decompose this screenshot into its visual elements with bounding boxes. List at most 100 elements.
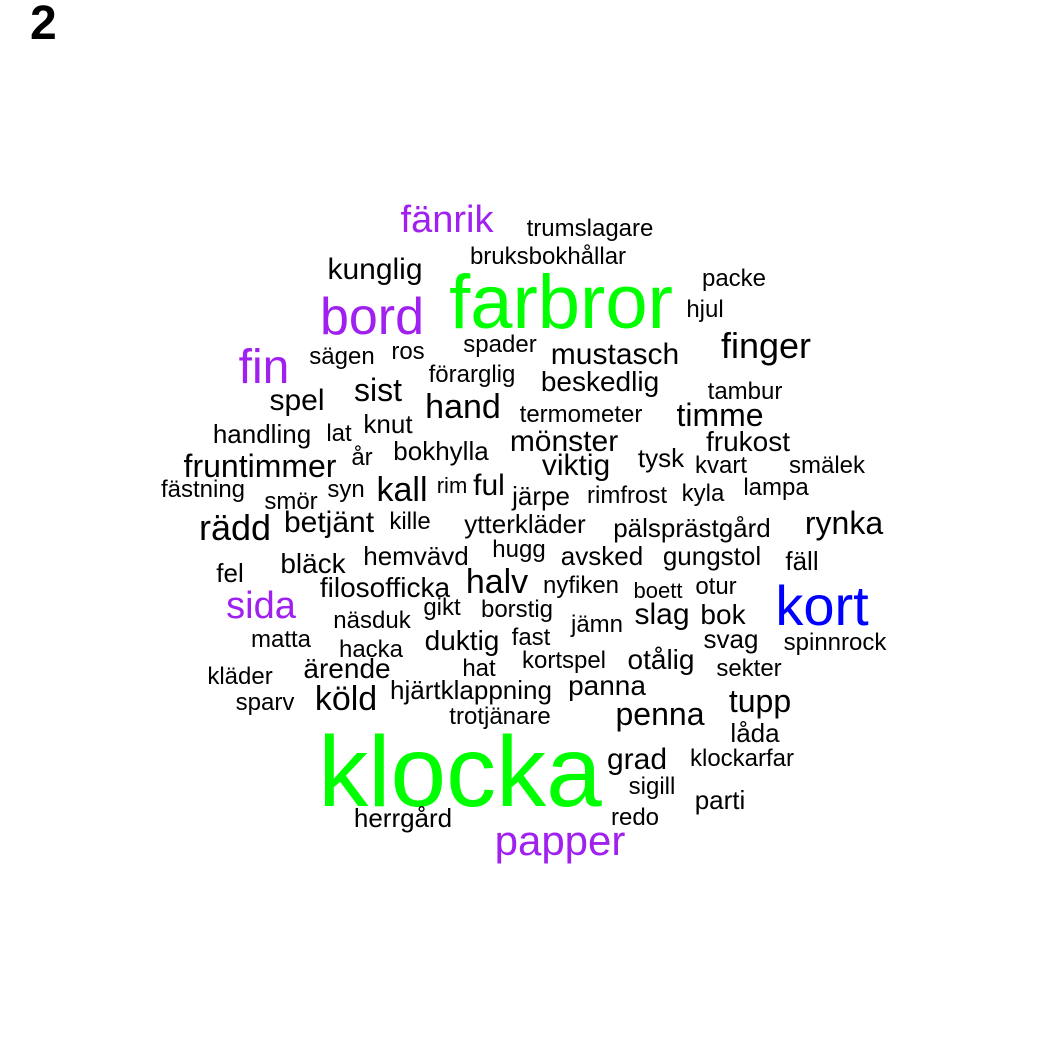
word-73: duktig: [424, 625, 500, 656]
word-32: år: [351, 444, 373, 471]
word-78: kortspel: [521, 647, 607, 674]
word-6: sida: [226, 585, 296, 627]
word-10: kunglig: [327, 253, 423, 286]
word-67: borstig: [480, 596, 554, 623]
word-23: hand: [425, 388, 501, 426]
word-95: parti: [694, 785, 746, 815]
word-93: klockarfar: [689, 745, 795, 772]
word-24: termometer: [519, 401, 643, 428]
word-20: tambur: [707, 378, 783, 405]
word-48: rädd: [198, 507, 272, 548]
word-86: köld: [314, 680, 378, 718]
word-75: svag: [703, 624, 759, 654]
word-42: ful: [473, 469, 505, 502]
word-5: papper: [494, 817, 626, 864]
word-2: kort: [775, 574, 869, 637]
word-12: hjul: [686, 296, 724, 323]
word-96: herrgård: [353, 803, 453, 833]
word-63: nyfiken: [542, 572, 620, 599]
word-91: låda: [730, 718, 780, 748]
word-14: sägen: [309, 343, 375, 370]
word-35: tysk: [637, 443, 685, 473]
word-43: järpe: [512, 481, 570, 511]
panel-label: 2: [30, 0, 57, 50]
word-29: mönster: [509, 425, 619, 458]
word-7: fänrik: [400, 199, 494, 241]
word-21: spel: [269, 384, 325, 417]
word-47: smör: [264, 488, 318, 515]
word-80: ärende: [303, 653, 391, 684]
word-46: lampa: [743, 474, 809, 501]
word-65: otur: [695, 573, 737, 600]
word-58: fäll: [785, 546, 819, 576]
word-8: trumslagare: [526, 215, 654, 242]
word-81: hat: [462, 655, 496, 682]
word-57: gungstol: [662, 541, 762, 571]
word-44: rimfrost: [587, 482, 667, 509]
word-30: frukost: [705, 426, 791, 457]
word-38: fästning: [160, 476, 246, 503]
word-77: hacka: [338, 636, 404, 663]
word-56: avsked: [560, 541, 644, 571]
word-94: sigill: [628, 773, 676, 800]
word-33: fruntimmer: [183, 448, 337, 484]
word-82: sekter: [716, 655, 782, 682]
word-70: näsduk: [333, 607, 411, 634]
word-71: jämn: [570, 611, 624, 638]
word-34: viktig: [541, 449, 611, 482]
word-88: sparv: [235, 689, 295, 716]
word-51: ytterkläder: [464, 509, 586, 539]
word-50: kille: [389, 508, 431, 535]
word-92: grad: [606, 743, 668, 776]
word-76: spinnrock: [783, 629, 887, 656]
word-85: hjärtklappning: [390, 675, 552, 705]
word-31: bokhylla: [393, 436, 489, 466]
word-79: otålig: [627, 644, 695, 675]
word-25: timme: [676, 397, 764, 433]
word-49: betjänt: [283, 506, 375, 539]
word-62: filosofficka: [319, 572, 451, 603]
word-40: kall: [376, 471, 428, 509]
word-41: rim: [436, 473, 468, 498]
word-54: hugg: [492, 536, 546, 563]
word-26: knut: [363, 409, 413, 439]
word-64: boett: [633, 578, 683, 603]
word-17: mustasch: [550, 338, 680, 371]
word-60: fel: [216, 558, 244, 588]
word-68: slag: [634, 598, 690, 631]
word-11: packe: [701, 265, 767, 292]
word-3: bord: [319, 288, 425, 346]
word-53: rynka: [804, 505, 884, 541]
word-52: pälsprästgård: [613, 513, 771, 543]
word-66: gikt: [423, 594, 461, 621]
word-55: hemvävd: [363, 541, 469, 571]
word-59: bläck: [280, 548, 346, 579]
word-87: tupp: [728, 683, 792, 719]
word-15: ros: [391, 338, 425, 365]
word-9: bruksbokhållar: [469, 243, 627, 270]
word-97: redo: [610, 804, 660, 831]
word-39: syn: [327, 476, 365, 503]
word-1: farbror: [449, 260, 673, 345]
word-90: trotjänare: [449, 703, 551, 730]
word-84: panna: [568, 670, 646, 701]
word-83: kläder: [207, 663, 273, 690]
word-0: klocka: [318, 716, 602, 828]
word-27: handling: [212, 419, 312, 449]
word-28: lat: [326, 420, 352, 447]
word-61: halv: [465, 563, 529, 601]
word-16: spader: [463, 331, 537, 358]
word-69: bok: [700, 599, 746, 630]
word-36: kvart: [694, 452, 748, 479]
word-72: matta: [250, 626, 312, 653]
word-74: fast: [511, 624, 551, 651]
word-45: kyla: [681, 480, 725, 507]
word-89: penna: [615, 696, 705, 732]
word-19: beskedlig: [540, 366, 660, 397]
word-13: finger: [720, 325, 812, 366]
word-37: smälek: [788, 452, 866, 479]
word-22: sist: [354, 372, 402, 408]
word-18: förarglig: [428, 361, 516, 388]
word-4: fin: [238, 341, 290, 394]
